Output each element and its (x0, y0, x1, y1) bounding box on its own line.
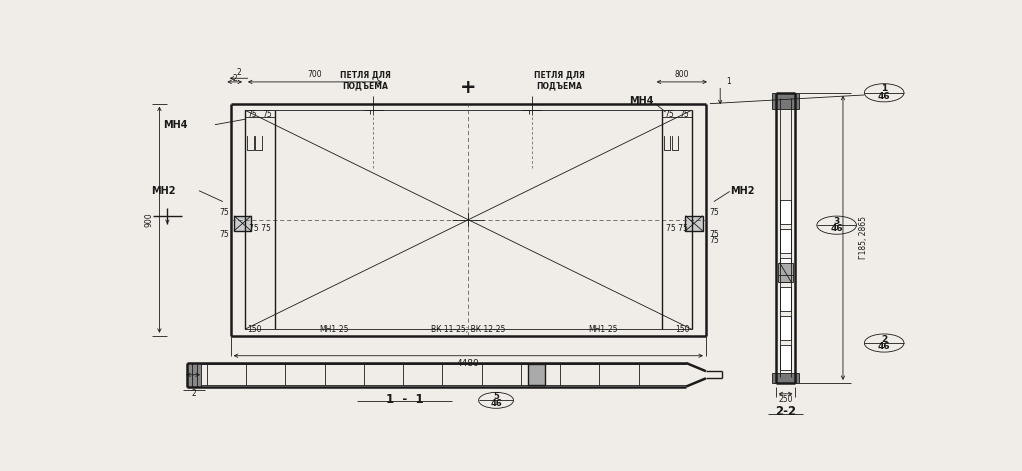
Text: 1: 1 (726, 77, 731, 86)
Text: 75: 75 (220, 208, 229, 217)
Text: 150: 150 (247, 325, 262, 334)
Text: 900: 900 (144, 212, 153, 227)
Text: 75: 75 (247, 110, 258, 119)
Text: 2: 2 (191, 389, 196, 398)
Bar (773, 373, 798, 383)
Bar (187, 363, 201, 387)
Bar (780, 258, 791, 283)
Text: 75: 75 (680, 110, 689, 119)
Text: 5: 5 (494, 392, 499, 401)
Text: МН2: МН2 (151, 186, 176, 196)
Text: МН1-25: МН1-25 (589, 325, 617, 334)
Text: МН4: МН4 (162, 120, 187, 130)
Bar (780, 200, 791, 225)
Text: 75: 75 (709, 230, 718, 239)
Text: 75 75: 75 75 (665, 224, 688, 233)
Text: 700: 700 (308, 70, 322, 79)
Text: МН2: МН2 (730, 186, 754, 196)
Text: 2: 2 (236, 68, 241, 77)
Text: 4480: 4480 (457, 358, 479, 368)
Text: МН1-25: МН1-25 (319, 325, 349, 334)
Text: 1  -  1: 1 - 1 (386, 393, 424, 406)
Text: 250: 250 (779, 395, 793, 404)
Bar (527, 365, 545, 385)
Text: 75 75: 75 75 (249, 224, 271, 233)
Text: 75: 75 (664, 110, 673, 119)
Text: ПЕТЛЯ ДЛЯ
ПОДЪЕМА: ПЕТЛЯ ДЛЯ ПОДЪЕМА (340, 70, 390, 90)
Text: 46: 46 (878, 342, 890, 351)
Bar (780, 287, 791, 311)
Text: 46: 46 (830, 225, 843, 234)
Text: 75: 75 (709, 208, 718, 217)
Bar (773, 93, 798, 109)
Bar (780, 345, 791, 370)
Text: 46: 46 (878, 92, 890, 101)
Text: 1: 1 (881, 84, 887, 93)
Text: МН4: МН4 (630, 96, 654, 106)
Text: 2: 2 (881, 335, 887, 344)
Bar (778, 263, 793, 283)
Text: ВК 11-25; ВК 12-25: ВК 11-25; ВК 12-25 (431, 325, 506, 334)
Text: +: + (460, 78, 476, 97)
Text: ПЕТЛЯ ДЛЯ
ПОДЪЕМА: ПЕТЛЯ ДЛЯ ПОДЪЕМА (533, 70, 585, 90)
Text: Г185, 2865: Г185, 2865 (858, 216, 868, 260)
Text: 75: 75 (709, 236, 718, 244)
Text: 800: 800 (675, 70, 689, 79)
Text: 75: 75 (220, 230, 229, 239)
Text: 2-2: 2-2 (775, 406, 796, 418)
Text: 3: 3 (834, 217, 840, 226)
Text: 46: 46 (491, 399, 502, 408)
Bar (686, 216, 703, 231)
Bar (780, 316, 791, 341)
Text: 150: 150 (675, 325, 690, 334)
Bar (234, 216, 251, 231)
Bar (780, 229, 791, 253)
Text: 2: 2 (232, 74, 237, 83)
Text: 75: 75 (263, 110, 273, 119)
